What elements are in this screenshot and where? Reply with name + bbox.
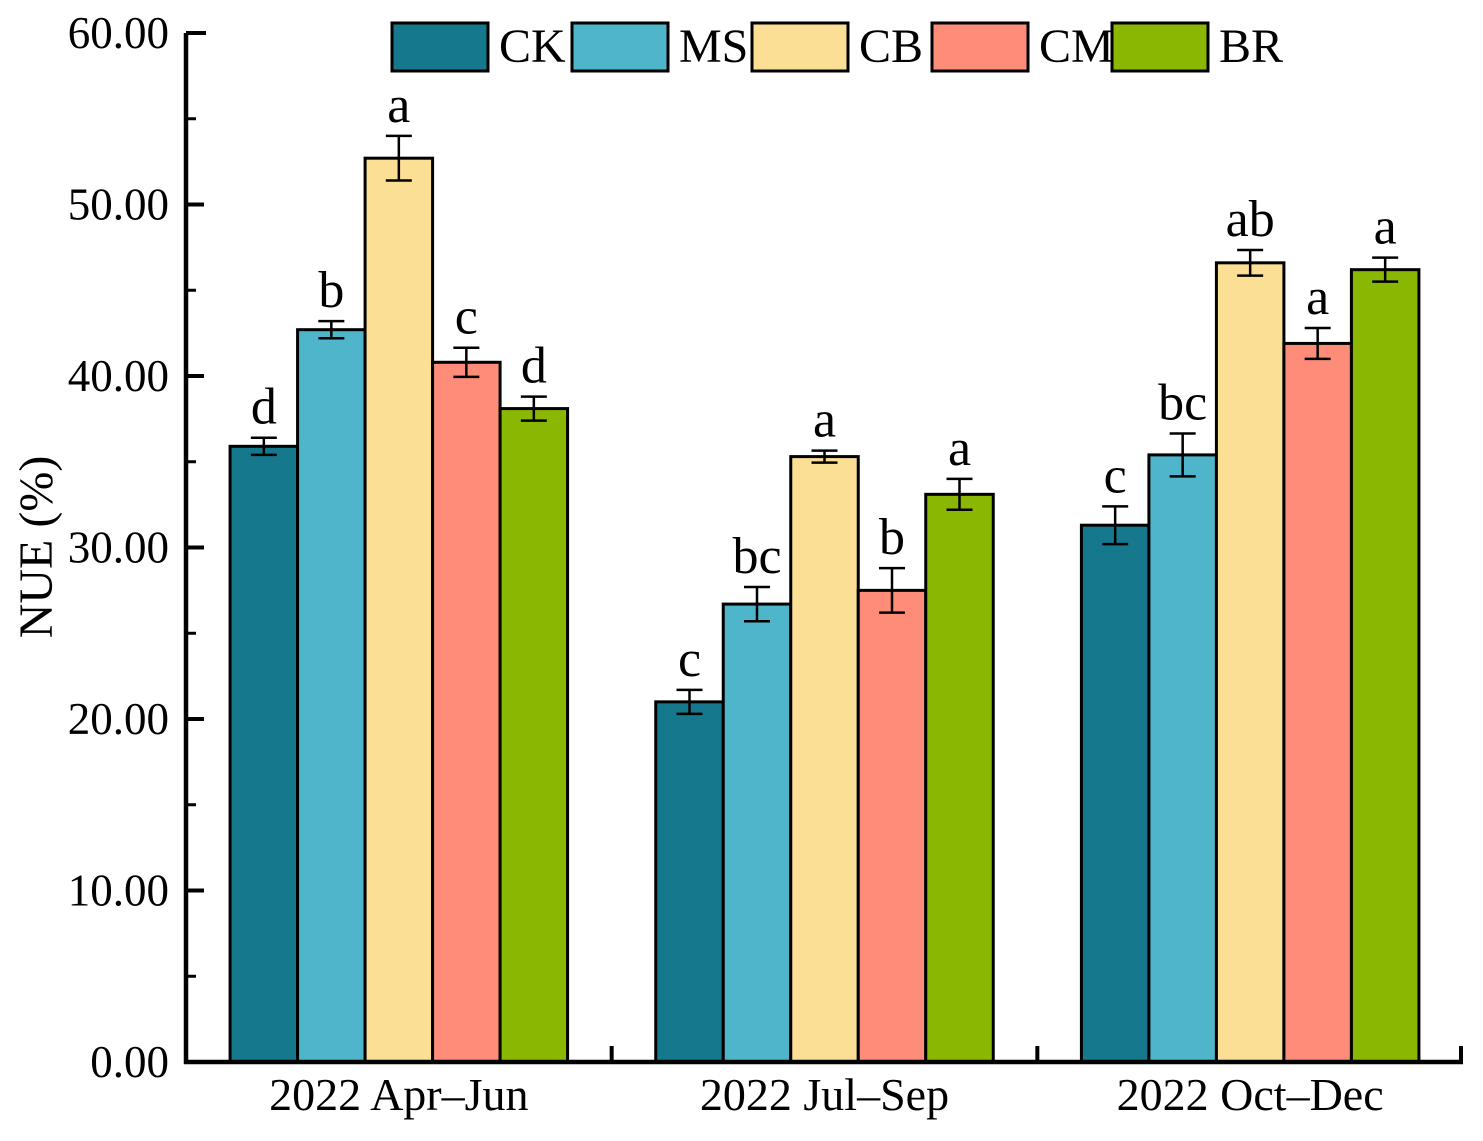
sig-letter: d — [521, 338, 547, 395]
errorbar-ms-group2 — [744, 585, 770, 623]
legend-label-cm: CM — [1039, 20, 1114, 73]
x-category-label: 2022 Jul–Sep — [700, 1069, 949, 1120]
sig-letter: ab — [1226, 191, 1275, 248]
bar-ck-group1 — [228, 444, 300, 1064]
errorbar-cm-group1 — [453, 346, 480, 379]
sig-letter: a — [387, 77, 410, 134]
legend-swatch-cm — [930, 21, 1030, 73]
sig-letter: b — [879, 509, 905, 566]
legend-swatch-ck — [390, 21, 490, 73]
legend: CK MS CB CM BR — [390, 20, 1283, 73]
bar-cb-group1 — [363, 156, 435, 1064]
errorbar-ck-group1 — [250, 436, 277, 457]
y-axis-title: NUE (%) — [10, 456, 63, 639]
errorbar-ms-group1 — [318, 319, 345, 340]
legend-label-br: BR — [1219, 20, 1283, 73]
y-tick-label: 10.00 — [68, 866, 169, 916]
errorbar-cm-group2 — [879, 566, 905, 614]
sig-letter: c — [1104, 447, 1127, 504]
bar-cm-group1 — [431, 360, 502, 1064]
sig-letter: d — [251, 379, 277, 436]
bar-br-group2 — [924, 492, 995, 1064]
legend-swatch-br — [1110, 21, 1210, 73]
y-tick-label: 20.00 — [68, 694, 169, 744]
bar-ms-group2 — [721, 602, 793, 1064]
bar-cm-group2 — [856, 588, 928, 1064]
sig-letter: a — [813, 392, 836, 449]
legend-item-ms: MS — [570, 20, 748, 73]
sig-letter: a — [948, 420, 971, 477]
legend-item-br: BR — [1110, 20, 1283, 73]
errorbar-cb-group1 — [385, 134, 412, 182]
errorbar-br-group2 — [946, 477, 973, 512]
y-tick-label: 60.00 — [68, 8, 169, 58]
legend-label-ck: CK — [499, 20, 566, 73]
bar-ms-group3 — [1147, 453, 1218, 1064]
errorbar-cm-group3 — [1304, 326, 1331, 361]
errorbar-br-group1 — [520, 395, 547, 422]
bar-ck-group3 — [1079, 523, 1151, 1064]
legend-label-ms: MS — [679, 20, 748, 73]
sig-letter: bc — [732, 528, 781, 585]
y-tick-label: 40.00 — [68, 351, 169, 401]
sig-letter: c — [455, 289, 478, 346]
bar-br-group3 — [1349, 268, 1421, 1064]
sig-letter: c — [678, 631, 701, 688]
bar-cm-group3 — [1282, 341, 1353, 1064]
legend-swatch-cb — [750, 21, 850, 73]
bar-ms-group1 — [296, 328, 367, 1064]
legend-item-ck: CK — [390, 20, 566, 73]
legend-label-cb: CB — [859, 20, 923, 73]
y-tick-label: 30.00 — [68, 523, 169, 573]
sig-letter: a — [1306, 269, 1329, 326]
legend-item-cm: CM — [930, 20, 1114, 73]
legend-item-cb: CB — [750, 20, 923, 73]
y-tick-label: 50.00 — [68, 180, 169, 230]
y-tick-label: 0.00 — [90, 1037, 169, 1087]
legend-swatch-ms — [570, 21, 670, 73]
bar-cb-group2 — [789, 455, 860, 1064]
bar-br-group1 — [498, 407, 570, 1064]
errorbar-br-group3 — [1372, 256, 1399, 283]
sig-letter: a — [1374, 199, 1397, 256]
bar-cb-group3 — [1214, 261, 1286, 1064]
sig-letter: bc — [1158, 374, 1207, 431]
sig-letter: b — [318, 262, 344, 319]
x-category-label: 2022 Oct–Dec — [1117, 1069, 1384, 1120]
errorbar-cb-group3 — [1237, 248, 1264, 277]
x-category-label: 2022 Apr–Jun — [269, 1069, 528, 1120]
errorbar-cb-group2 — [811, 449, 838, 464]
errorbar-ck-group3 — [1102, 505, 1129, 546]
bar-ck-group2 — [654, 700, 725, 1064]
errorbar-ck-group2 — [676, 688, 703, 716]
errorbar-ms-group3 — [1169, 432, 1196, 478]
plot-layer: 0.0010.0020.0030.0040.0050.0060.00dbacd2… — [68, 8, 1463, 1120]
